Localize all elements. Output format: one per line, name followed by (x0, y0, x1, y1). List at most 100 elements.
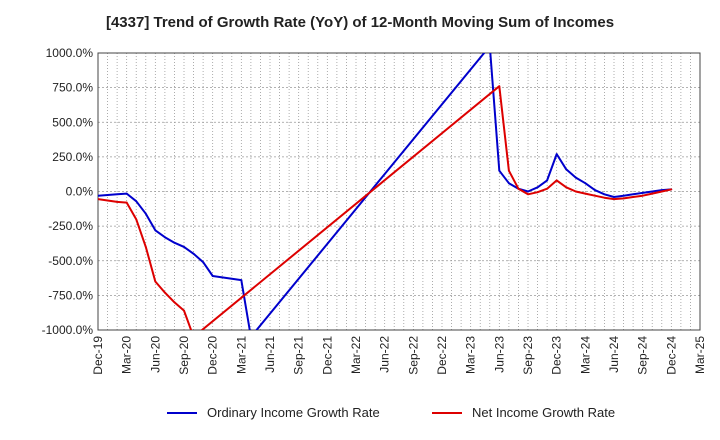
data-point (660, 190, 663, 193)
data-point (221, 276, 224, 279)
data-point (116, 193, 119, 196)
data-point (651, 190, 654, 193)
data-point (240, 279, 243, 282)
data-point (163, 291, 166, 294)
data-point (507, 169, 510, 172)
data-point (154, 280, 157, 283)
x-tick-label: Jun-20 (148, 336, 162, 373)
data-point (670, 188, 673, 191)
x-tick-label: Dec-20 (206, 336, 220, 375)
data-point (632, 193, 635, 196)
data-point (613, 196, 615, 198)
x-tick-label: Mar-24 (578, 336, 592, 374)
data-point (125, 192, 128, 195)
data-point (613, 198, 615, 201)
x-tick-label: Jun-24 (607, 336, 621, 373)
x-tick-label: Dec-23 (550, 336, 564, 375)
y-tick-label: -500.0% (48, 254, 93, 268)
x-tick-label: Sep-24 (636, 336, 650, 375)
data-point (489, 45, 491, 47)
data-point (144, 212, 147, 215)
data-point (183, 309, 185, 312)
series-group-0 (98, 45, 673, 338)
data-point (555, 153, 558, 156)
x-tick-label: Dec-22 (435, 336, 449, 375)
data-point (641, 191, 644, 194)
data-point (546, 187, 549, 190)
data-point (498, 85, 501, 88)
data-point (603, 196, 606, 199)
x-tick-label: Mar-23 (464, 336, 478, 374)
y-tick-label: -1000.0% (42, 323, 94, 337)
data-point (498, 169, 501, 172)
x-tick-label: Dec-24 (664, 336, 678, 375)
data-point (593, 194, 596, 197)
data-point (622, 197, 625, 200)
x-tick-label: Jun-21 (263, 336, 277, 373)
data-point (517, 187, 520, 190)
data-point (565, 168, 568, 171)
series-line-1 (98, 85, 672, 330)
data-point (173, 301, 176, 304)
data-point (135, 218, 138, 221)
data-point (202, 261, 205, 264)
x-tick-label: Dec-19 (91, 336, 105, 375)
x-tick-label: Jun-23 (492, 336, 506, 373)
data-point (154, 229, 157, 232)
data-point (507, 182, 510, 185)
data-point (106, 199, 109, 202)
data-point (135, 200, 138, 203)
y-tick-label: -750.0% (48, 288, 93, 302)
data-point (125, 201, 128, 204)
data-point (211, 275, 214, 277)
y-tick-label: -250.0% (48, 219, 93, 233)
data-point (98, 194, 99, 197)
x-tick-label: Mar-20 (120, 336, 134, 374)
data-point (144, 246, 147, 248)
x-tick-label: Mar-22 (349, 336, 363, 374)
data-point (536, 186, 539, 189)
legend-swatch-net (432, 411, 462, 414)
data-point (603, 193, 606, 196)
x-tick-label: Sep-21 (292, 336, 306, 375)
data-point (622, 194, 625, 197)
data-point (116, 200, 119, 203)
y-tick-label: 500.0% (52, 115, 93, 129)
data-point (230, 277, 233, 280)
legend-item-net: Net Income Growth Rate (432, 405, 615, 420)
data-point (536, 191, 539, 194)
data-point (98, 198, 99, 201)
data-point (173, 241, 176, 244)
data-point (574, 176, 577, 179)
data-point (565, 186, 568, 189)
y-tick-label: 250.0% (52, 150, 93, 164)
x-tick-label: Mar-25 (693, 336, 707, 374)
data-point (163, 236, 166, 239)
x-tick-label: Jun-22 (378, 336, 392, 373)
data-point (193, 336, 195, 338)
data-point (250, 336, 252, 338)
y-tick-label: 0.0% (66, 185, 94, 199)
data-point (527, 190, 529, 193)
data-point (651, 192, 654, 195)
data-point (106, 194, 109, 196)
legend-label-net: Net Income Growth Rate (472, 405, 616, 420)
data-point (641, 194, 644, 197)
x-tick-label: Sep-23 (521, 336, 535, 375)
data-point (632, 196, 635, 198)
chart-title: [4337] Trend of Growth Rate (YoY) of 12-… (105, 14, 615, 31)
data-point (584, 192, 587, 195)
data-point (527, 193, 529, 196)
series-group-1 (98, 85, 673, 338)
x-tick-label: Dec-21 (320, 336, 334, 375)
y-tick-label: 750.0% (52, 81, 93, 95)
data-point (574, 190, 577, 193)
plot-frame (97, 52, 701, 331)
y-tick-label: 1000.0% (46, 46, 94, 60)
data-point (192, 252, 195, 255)
data-point (183, 246, 185, 248)
data-point (593, 189, 596, 192)
x-tick-label: Sep-20 (177, 336, 191, 375)
legend-item-ordinary: Ordinary Income Growth Rate (167, 405, 380, 420)
